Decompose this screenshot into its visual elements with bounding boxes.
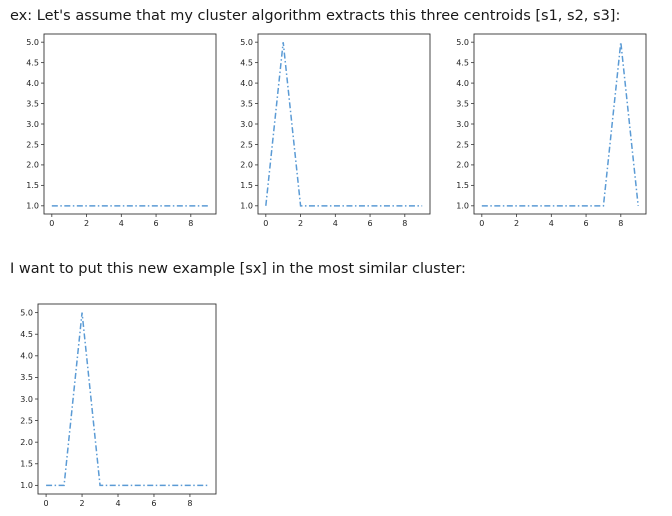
y-tick-label: 4.5: [456, 58, 469, 67]
y-tick-label: 3.0: [20, 395, 33, 404]
y-tick-label: 1.5: [20, 460, 33, 469]
x-tick-label: 2: [298, 219, 303, 228]
series-line-sx: [46, 312, 208, 487]
y-tick-label: 4.0: [240, 79, 253, 88]
chart-centroid-s2: 1.0 1.5 2.0 2.5 3.0 3.5 4.0 4.5 5.0 0 2 4 6 8: [240, 33, 431, 228]
x-tick-label: 8: [402, 219, 407, 228]
y-tick-label: 2.5: [20, 416, 33, 425]
y-tick-label: 3.0: [456, 120, 469, 129]
y-tick-label: 3.5: [240, 99, 253, 108]
chart-new-example-sx: 1.0 1.5 2.0 2.5 3.0 3.5 4.0 4.5 5.0 0 2 4 6 8: [20, 303, 217, 508]
y-tick-label: 4.0: [456, 79, 469, 88]
x-tick-label: 0: [44, 499, 49, 508]
x-tick-label: 2: [80, 499, 85, 508]
y-tick-label: 4.5: [20, 330, 33, 339]
x-tick-label: 8: [618, 219, 623, 228]
x-tick-label: 4: [549, 219, 554, 228]
chart-centroid-s3: 1.0 1.5 2.0 2.5 3.0 3.5 4.0 4.5 5.0 0 2 4 6 8: [456, 33, 647, 228]
y-tick-label: 4.0: [20, 352, 33, 361]
y-tick-label: 2.0: [26, 161, 39, 170]
y-tick-label: 2.5: [26, 140, 39, 149]
intro-caption: ex: Let's assume that my cluster algorit…: [10, 8, 621, 24]
x-tick-label: 2: [84, 219, 89, 228]
y-tick-label: 2.5: [240, 140, 253, 149]
plot-frame: [43, 33, 217, 215]
y-tick-label: 2.0: [20, 438, 33, 447]
y-tick-label: 3.0: [26, 120, 39, 129]
y-tick-label: 1.0: [240, 202, 253, 211]
y-tick-label: 4.5: [26, 58, 39, 67]
x-tick-label: 0: [49, 219, 54, 228]
y-tick-label: 1.5: [240, 181, 253, 190]
y-tick-label: 1.5: [456, 181, 469, 190]
y-tick-label: 5.0: [456, 38, 469, 47]
y-tick-label: 2.0: [456, 161, 469, 170]
x-tick-label: 0: [479, 219, 484, 228]
x-tick-label: 0: [263, 219, 268, 228]
y-tick-label: 1.0: [20, 481, 33, 490]
y-tick-label: 5.0: [240, 38, 253, 47]
y-tick-label: 3.5: [456, 99, 469, 108]
plot-frame: [37, 303, 217, 495]
y-tick-label: 1.0: [456, 202, 469, 211]
x-tick-label: 2: [514, 219, 519, 228]
y-tick-label: 5.0: [20, 308, 33, 317]
y-tick-label: 4.0: [26, 79, 39, 88]
question-caption: I want to put this new example [sx] in t…: [10, 261, 466, 277]
x-tick-label: 6: [151, 499, 156, 508]
y-tick-label: 2.5: [456, 140, 469, 149]
x-tick-label: 4: [119, 219, 124, 228]
x-tick-label: 6: [584, 219, 589, 228]
x-tick-label: 8: [188, 219, 193, 228]
plot-frame: [473, 33, 647, 215]
y-tick-label: 2.0: [240, 161, 253, 170]
series-line-s3: [481, 42, 639, 207]
x-tick-label: 8: [187, 499, 192, 508]
y-tick-label: 1.0: [26, 202, 39, 211]
y-tick-label: 3.5: [26, 99, 39, 108]
series-line-s2: [265, 42, 423, 207]
x-tick-label: 4: [115, 499, 120, 508]
plot-frame: [257, 33, 431, 215]
y-tick-label: 4.5: [240, 58, 253, 67]
x-tick-label: 6: [368, 219, 373, 228]
y-tick-label: 5.0: [26, 38, 39, 47]
y-tick-label: 1.5: [26, 181, 39, 190]
x-tick-label: 4: [333, 219, 338, 228]
chart-centroid-s1: 1.0 1.5 2.0 2.5 3.0 3.5 4.0 4.5 5.0 0 2 4 6 8: [26, 33, 217, 228]
y-tick-label: 3.0: [240, 120, 253, 129]
x-tick-label: 6: [154, 219, 159, 228]
y-tick-label: 3.5: [20, 373, 33, 382]
